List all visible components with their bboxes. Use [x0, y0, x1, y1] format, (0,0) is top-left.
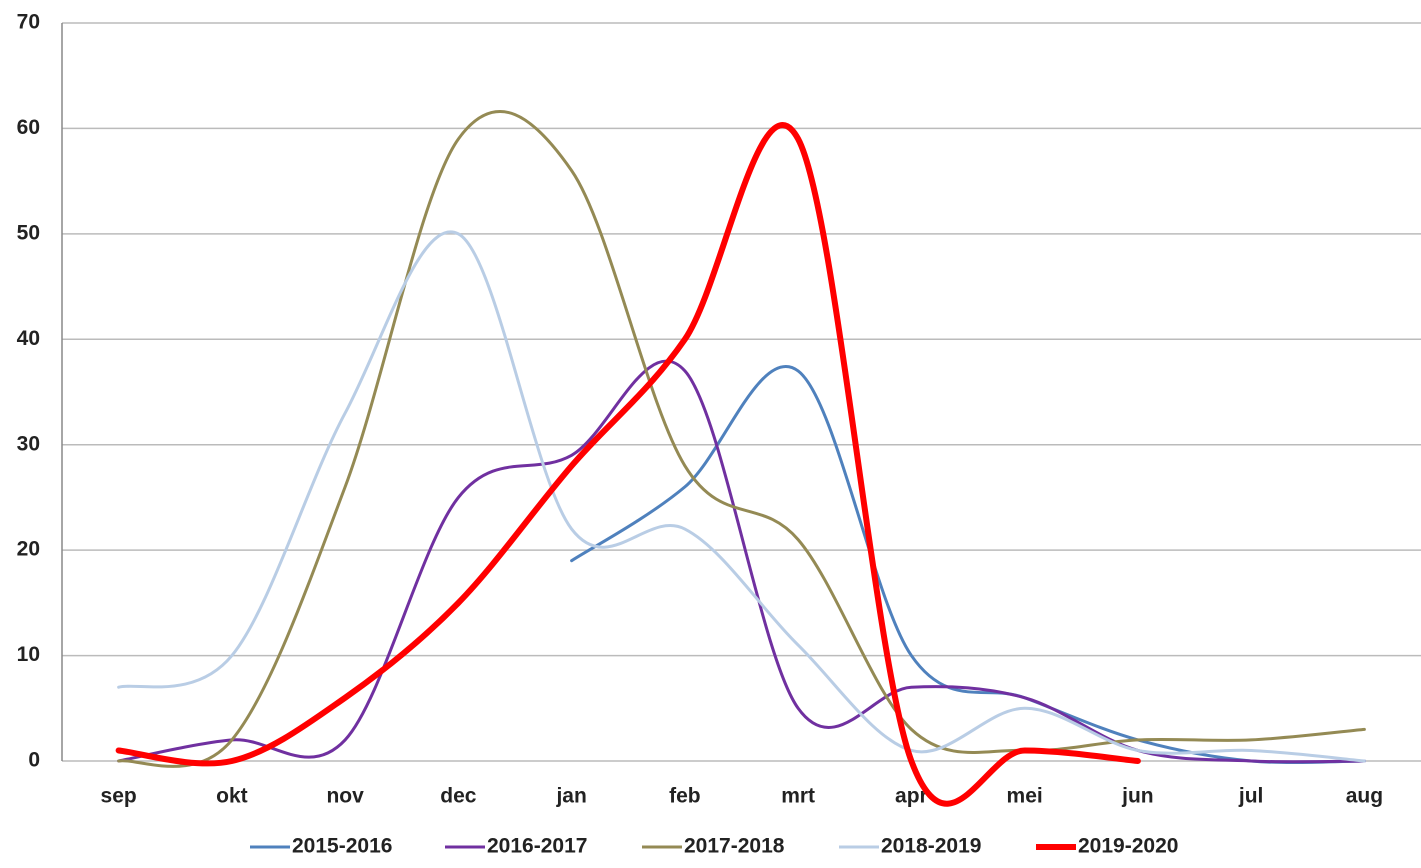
series-line — [115, 122, 1141, 807]
series-line — [117, 230, 1366, 763]
x-tick-label: jul — [1238, 785, 1264, 808]
y-tick-label: 70 — [17, 11, 40, 34]
x-tick-label: okt — [216, 785, 248, 808]
x-tick-label: mrt — [781, 785, 815, 808]
y-tick-label: 40 — [17, 327, 40, 350]
x-tick-label: dec — [440, 785, 477, 808]
legend-label: 2016-2017 — [487, 835, 587, 858]
y-tick-label: 10 — [17, 643, 40, 666]
x-tick-label: mei — [1007, 785, 1043, 808]
x-tick-label: apr — [895, 785, 928, 808]
y-tick-label: 0 — [28, 749, 40, 772]
x-tick-label: jan — [555, 785, 586, 808]
x-tick-label: aug — [1346, 785, 1383, 808]
y-tick-label: 20 — [17, 538, 40, 561]
series-line — [117, 109, 1366, 768]
x-tick-label: jun — [1121, 785, 1154, 808]
x-tick-label: sep — [101, 785, 137, 808]
series-line — [117, 359, 1366, 764]
x-tick-label: nov — [326, 785, 364, 808]
y-tick-label: 50 — [17, 221, 40, 244]
y-tick-label: 60 — [17, 116, 40, 139]
legend-label: 2019-2020 — [1078, 835, 1178, 858]
legend-label: 2015-2016 — [292, 835, 392, 858]
x-tick-label: feb — [669, 785, 701, 808]
legend-label: 2017-2018 — [684, 835, 785, 858]
legend-label: 2018-2019 — [881, 835, 981, 858]
series-line — [570, 365, 1366, 765]
y-tick-label: 30 — [17, 432, 40, 455]
